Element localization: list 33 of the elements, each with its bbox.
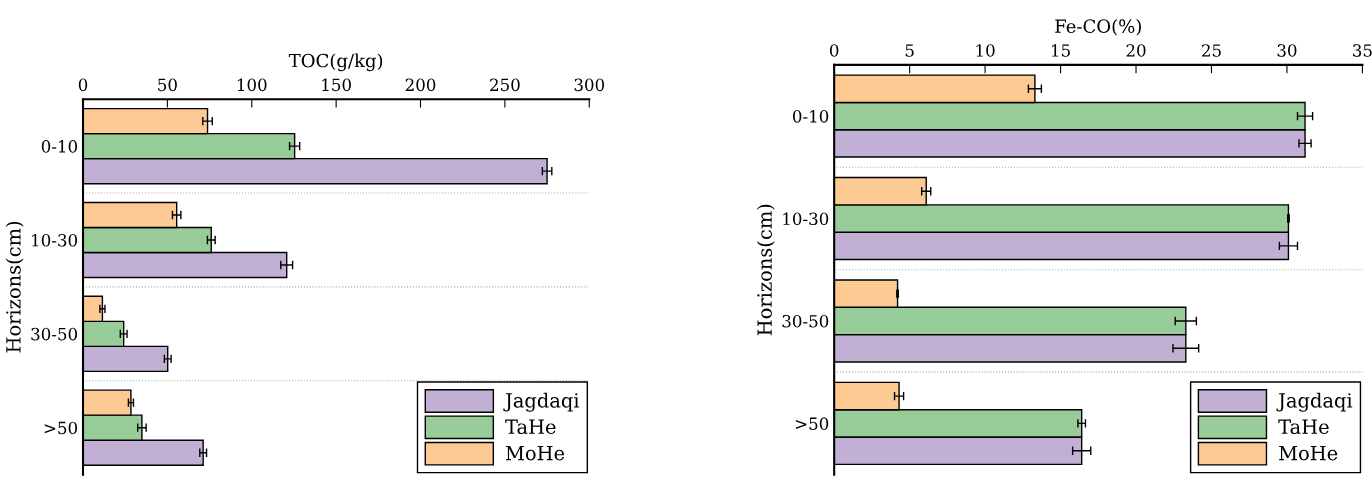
x-tick-label: 50 xyxy=(158,78,177,92)
x-tick-label: 0 xyxy=(78,78,88,92)
x-tick-label: 15 xyxy=(1051,44,1070,57)
y-tick-label: 0-10 xyxy=(41,140,78,153)
legend-label: MoHe xyxy=(1279,445,1338,461)
x-tick-label: 10 xyxy=(976,44,995,57)
legend-label: MoHe xyxy=(505,445,565,461)
x-tick-label: 30 xyxy=(1277,44,1297,57)
x-tick-label: 100 xyxy=(237,78,267,92)
x-tick-label: 25 xyxy=(1202,44,1221,57)
x-tick-label: 0 xyxy=(829,44,839,57)
x-tick-label: 250 xyxy=(490,78,520,92)
legend-label: TaHe xyxy=(505,419,556,435)
x-axis-title: Fe-CO(%) xyxy=(1055,19,1141,36)
y-axis-title: Horizons(cm) xyxy=(756,204,775,336)
y-axis-title: Horizons(cm) xyxy=(5,221,24,353)
legend-label: Jagdaqi xyxy=(503,392,580,412)
x-tick-label: 300 xyxy=(574,78,605,92)
x-axis-title: TOC(g/kg) xyxy=(288,53,383,72)
y-tick-label: 10-30 xyxy=(32,233,78,247)
y-tick-label: >50 xyxy=(795,417,829,430)
x-tick-label: 150 xyxy=(322,78,351,92)
y-tick-label: 0-10 xyxy=(792,110,829,123)
y-tick-label: 30-50 xyxy=(782,314,829,328)
legend-label: Jagdaqi xyxy=(1276,392,1353,412)
x-tick-label: 5 xyxy=(905,44,914,57)
legend-label: TaHe xyxy=(1278,419,1329,435)
y-tick-label: 30-50 xyxy=(31,327,78,341)
x-tick-label: 200 xyxy=(405,78,436,92)
x-tick-label: 20 xyxy=(1126,44,1146,57)
y-tick-label: 10-30 xyxy=(783,212,829,226)
x-tick-label: 35 xyxy=(1353,44,1372,57)
y-tick-label: >50 xyxy=(44,421,78,435)
